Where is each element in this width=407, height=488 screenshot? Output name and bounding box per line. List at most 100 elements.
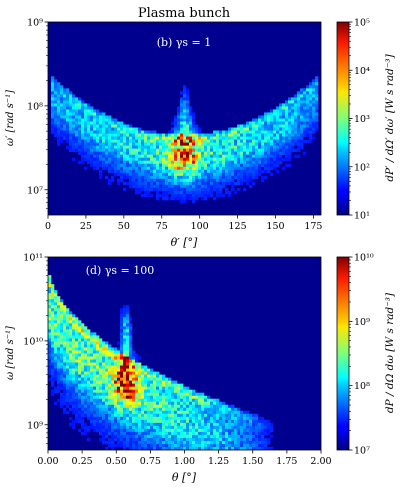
heatmap-cell <box>90 151 94 155</box>
heatmap-cell <box>249 148 253 152</box>
heatmap-cell <box>186 431 190 436</box>
heatmap-cell <box>93 428 97 433</box>
heatmap-cell <box>96 395 100 400</box>
heatmap-cell <box>252 437 256 442</box>
heatmap-cell <box>57 124 61 128</box>
heatmap-cell <box>168 160 172 165</box>
heatmap-cell <box>294 118 298 122</box>
heatmap-cell <box>126 413 130 418</box>
heatmap-cell <box>165 157 169 162</box>
heatmap-cell <box>153 371 157 375</box>
heatmap-cell <box>57 350 61 354</box>
heatmap-cell <box>252 419 256 424</box>
heatmap-cell <box>141 380 145 384</box>
heatmap-cell <box>129 139 133 143</box>
heatmap-cell <box>96 422 100 427</box>
heatmap-cell <box>138 127 142 131</box>
heatmap-cell <box>150 419 154 424</box>
heatmap-cell <box>99 341 103 345</box>
heatmap-cell <box>219 136 223 140</box>
heatmap-cell <box>51 112 55 116</box>
heatmap-cell <box>267 428 271 433</box>
heatmap-cell <box>111 371 115 375</box>
heatmap-cell <box>117 437 121 442</box>
heatmap-cell <box>150 181 154 186</box>
heatmap-cell <box>183 88 187 92</box>
heatmap-cell <box>252 148 256 152</box>
heatmap-cell <box>174 446 178 450</box>
heatmap-cell <box>300 133 304 137</box>
heatmap-cell <box>108 359 112 363</box>
heatmap-cell <box>306 106 310 110</box>
heatmap-cell <box>207 154 211 159</box>
heatmap-cell <box>114 154 118 159</box>
heatmap-cell <box>141 422 145 427</box>
heatmap-cell <box>297 124 301 128</box>
heatmap-cell <box>66 404 70 409</box>
heatmap-cell <box>81 115 85 119</box>
heatmap-cell <box>147 163 151 168</box>
heatmap-cell <box>174 437 178 442</box>
heatmap-cell <box>129 437 133 442</box>
heatmap-cell <box>132 389 136 394</box>
heatmap-cell <box>147 190 151 195</box>
heatmap-cell <box>150 157 154 162</box>
heatmap-cell <box>264 115 268 119</box>
heatmap-cell <box>150 392 154 397</box>
heatmap-cell <box>267 115 271 119</box>
heatmap-cell <box>144 172 148 177</box>
heatmap-cell <box>270 139 274 143</box>
heatmap-cell <box>306 112 310 116</box>
heatmap-cell <box>111 133 115 137</box>
panel-label-top: (b) γs = 1 <box>157 36 212 49</box>
heatmap-cell <box>246 124 250 128</box>
heatmap-cell <box>291 118 295 122</box>
heatmap-cell <box>213 419 217 424</box>
heatmap-cell <box>249 413 253 418</box>
heatmap-cell <box>60 329 64 333</box>
heatmap-cell <box>183 157 187 162</box>
heatmap-cell <box>273 145 277 149</box>
heatmap-cell <box>90 344 94 348</box>
heatmap-cell <box>105 163 109 168</box>
heatmap-cell <box>126 353 130 357</box>
heatmap-cell <box>150 440 154 445</box>
heatmap-cell <box>90 383 94 387</box>
heatmap-cell <box>171 428 175 433</box>
heatmap-cell <box>129 395 133 400</box>
heatmap-cell <box>198 148 202 152</box>
heatmap-cell <box>261 142 265 146</box>
heatmap-cell <box>186 154 190 159</box>
heatmap-cell <box>183 106 187 110</box>
heatmap-cell <box>171 431 175 436</box>
heatmap-cell <box>135 184 139 189</box>
heatmap-cell <box>51 368 55 372</box>
heatmap-cell <box>129 365 133 369</box>
heatmap-cell <box>276 130 280 134</box>
heatmap-cell <box>63 410 67 415</box>
heatmap-cell <box>225 154 229 159</box>
heatmap-cell <box>231 139 235 143</box>
heatmap-cell <box>180 410 184 415</box>
heatmap-cell <box>198 434 202 439</box>
heatmap-cell <box>183 392 187 397</box>
heatmap-cell <box>69 341 73 345</box>
heatmap-cell <box>123 413 127 418</box>
heatmap-cell <box>111 157 115 162</box>
heatmap-cell <box>150 136 154 140</box>
heatmap-cell <box>303 115 307 119</box>
heatmap-cell <box>135 377 139 381</box>
heatmap-cell <box>84 392 88 397</box>
heatmap-cell <box>84 130 88 134</box>
heatmap-cell <box>294 103 298 107</box>
heatmap-cell <box>144 392 148 397</box>
heatmap-cell <box>195 425 199 430</box>
heatmap-cell <box>99 374 103 378</box>
heatmap-cell <box>183 199 187 204</box>
heatmap-cell <box>255 419 259 424</box>
heatmap-cell <box>114 419 118 424</box>
heatmap-cell <box>75 374 79 378</box>
heatmap-cell <box>297 106 301 110</box>
heatmap-cell <box>126 133 130 137</box>
heatmap-cell <box>195 401 199 406</box>
